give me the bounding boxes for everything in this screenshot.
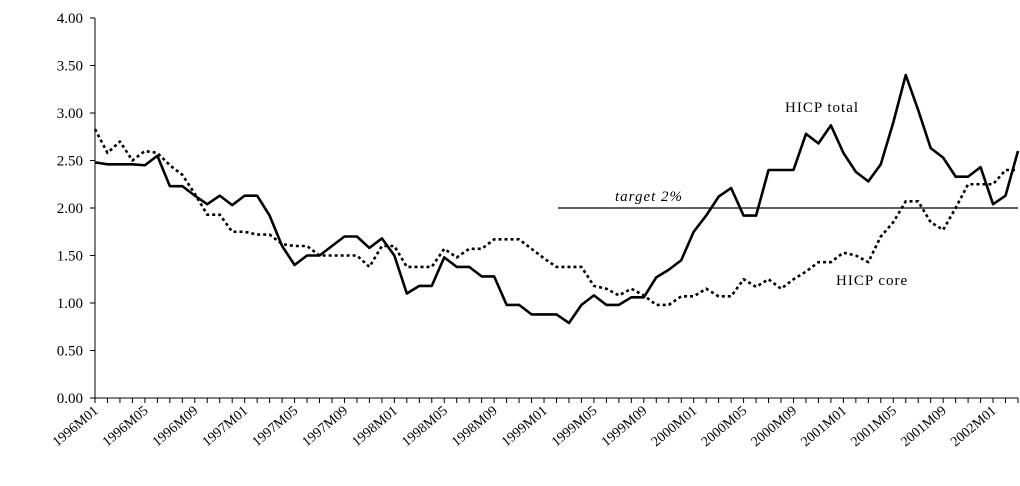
x-tick-label: 1997M01 [200,404,251,450]
x-tick-label: 2000M09 [749,404,800,450]
y-tick-label: 4.00 [57,11,83,27]
x-tick-label: 1999M05 [549,404,600,450]
y-tick-label: 3.50 [57,59,83,75]
series-label: HICP core [836,273,908,289]
series-label: HICP total [785,100,859,116]
x-tick-label: 1996M05 [100,404,151,450]
x-tick-label: 1998M09 [449,404,500,450]
x-tick-label: 1999M09 [599,404,650,450]
x-tick-label: 2000M05 [699,404,750,450]
x-tick-label: 2001M09 [898,404,949,450]
x-tick-label: 2001M05 [848,404,899,450]
y-tick-label: 0.50 [57,344,83,360]
y-tick-label: 3.00 [57,106,83,122]
y-tick-label: 0.00 [57,391,83,407]
x-tick-label: 1997M05 [250,404,301,450]
x-tick-label: 2002M01 [948,404,999,450]
y-tick-label: 1.50 [57,249,83,265]
x-tick-label: 1998M05 [399,404,450,450]
x-tick-label: 1998M01 [350,404,401,450]
y-tick-label: 1.00 [57,296,83,312]
series-line [93,128,1018,307]
y-tick-label: 2.50 [57,154,83,170]
x-tick-label: 1999M01 [499,404,550,450]
x-tick-label: 2000M01 [649,404,700,450]
target-label: target 2% [615,189,683,205]
x-tick-label: 1996M01 [50,404,101,450]
y-tick-label: 2.00 [57,201,83,217]
series-line [94,73,1020,325]
x-tick-label: 1996M09 [150,404,201,450]
x-tick-label: 2001M01 [799,404,850,450]
x-tick-label: 1997M09 [300,404,351,450]
